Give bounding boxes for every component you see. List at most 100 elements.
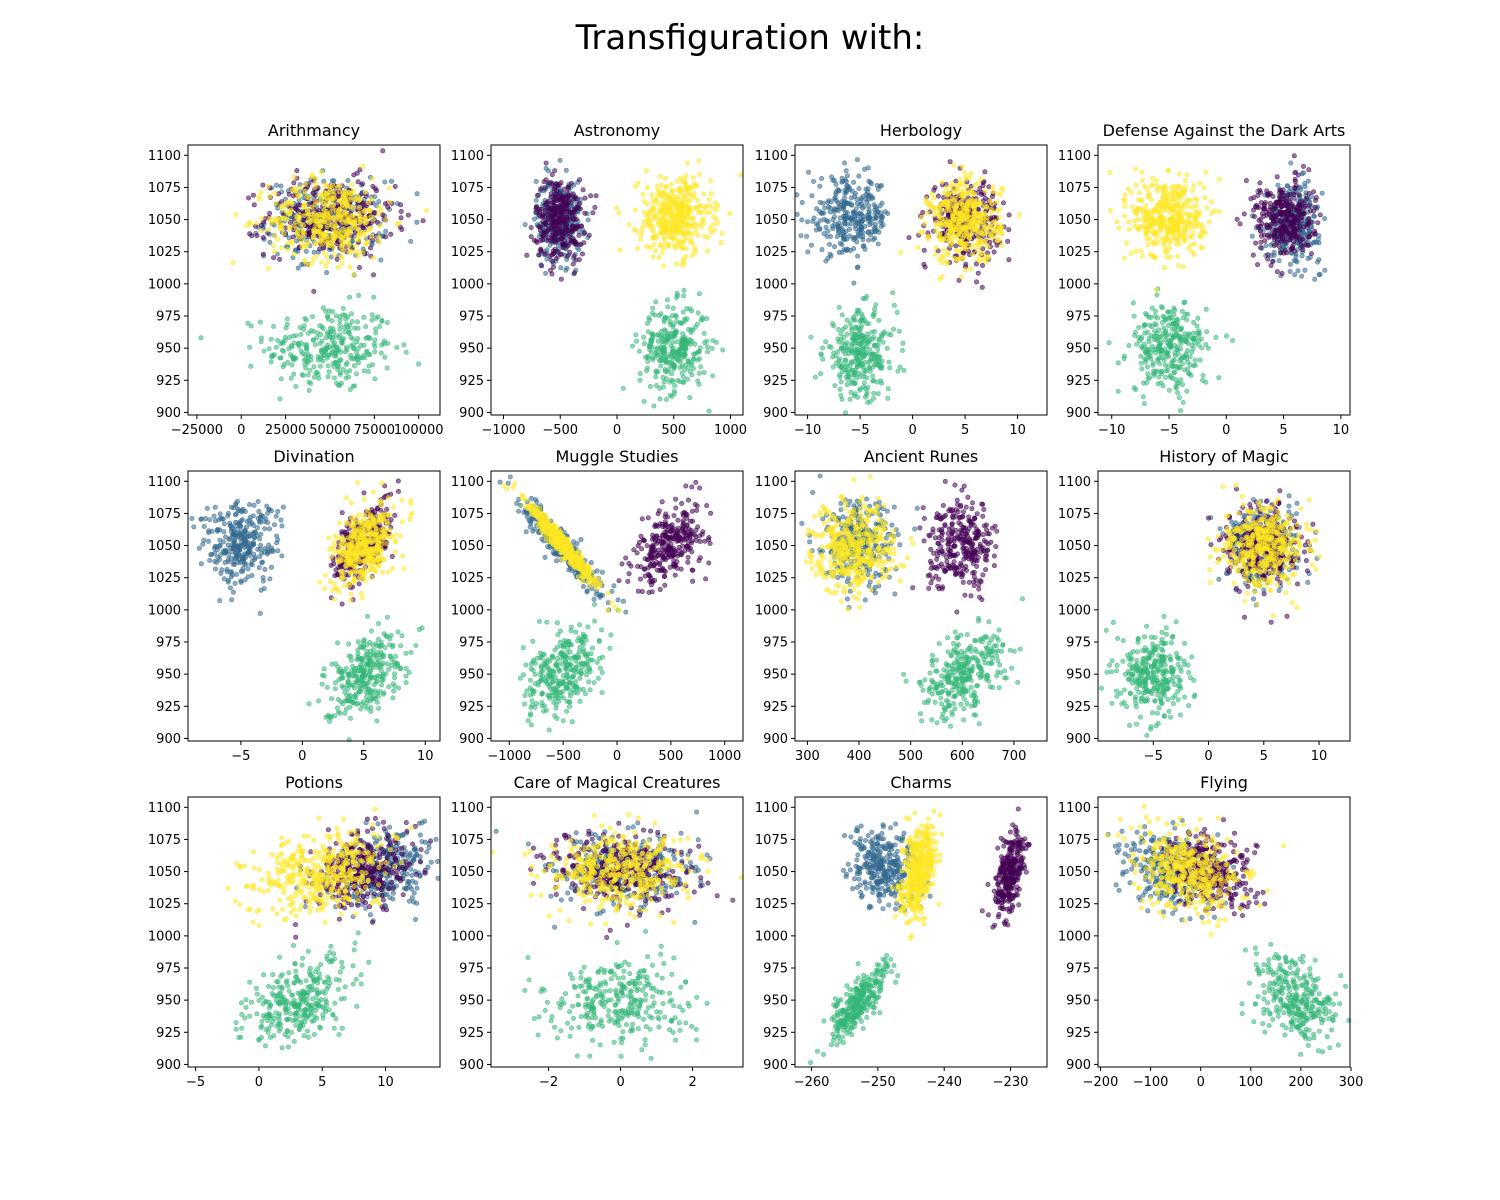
data-point <box>660 384 666 390</box>
data-point <box>987 198 993 204</box>
data-point <box>1187 362 1193 368</box>
data-point <box>254 233 260 239</box>
data-point <box>697 209 703 215</box>
x-tick-label: −500 <box>542 423 578 438</box>
data-point <box>933 245 939 251</box>
data-point <box>1121 353 1127 359</box>
data-point <box>300 229 306 235</box>
data-point <box>335 264 341 270</box>
data-point <box>827 251 833 257</box>
data-point <box>668 371 674 377</box>
data-point <box>685 192 691 198</box>
data-point <box>279 245 285 251</box>
data-point <box>298 331 304 337</box>
data-point <box>278 355 284 361</box>
data-point <box>950 240 956 246</box>
data-point <box>861 336 867 342</box>
data-point <box>1315 220 1321 226</box>
data-point <box>246 195 252 201</box>
data-point <box>565 185 571 191</box>
data-point <box>564 253 570 259</box>
data-point <box>1168 374 1174 380</box>
data-point <box>823 339 829 345</box>
data-point <box>1297 227 1303 233</box>
data-point <box>852 391 858 397</box>
data-point <box>249 233 255 239</box>
data-point <box>1144 312 1150 318</box>
data-point <box>284 217 290 223</box>
data-point <box>954 203 960 209</box>
data-point <box>839 312 845 318</box>
data-point <box>549 258 555 264</box>
data-point <box>1181 300 1187 306</box>
data-point <box>705 349 711 355</box>
data-point <box>230 260 236 266</box>
data-point <box>1156 327 1162 333</box>
data-point <box>1106 340 1112 346</box>
data-point <box>558 276 564 282</box>
data-point <box>894 309 900 315</box>
data-point <box>305 372 311 378</box>
data-point <box>337 322 343 328</box>
data-point <box>1133 166 1139 172</box>
data-point <box>348 195 354 201</box>
x-tick-label: 5 <box>961 423 969 438</box>
data-point <box>552 210 558 216</box>
data-point <box>994 208 1000 214</box>
data-point <box>687 395 693 401</box>
data-point <box>823 224 829 230</box>
data-point <box>664 297 670 303</box>
data-point <box>1293 253 1299 259</box>
data-point <box>1288 160 1294 166</box>
scatter-points <box>522 157 744 414</box>
data-point <box>653 214 659 220</box>
data-point <box>313 253 319 259</box>
data-point <box>1274 174 1280 180</box>
data-point <box>552 184 558 190</box>
data-point <box>1197 180 1203 186</box>
data-point <box>844 173 850 179</box>
data-point <box>649 192 655 198</box>
data-point <box>383 229 389 235</box>
scatter-points <box>198 148 430 402</box>
data-point <box>342 204 348 210</box>
data-point <box>678 320 684 326</box>
data-point <box>1139 169 1145 175</box>
data-point <box>866 321 872 327</box>
data-point <box>1196 338 1202 344</box>
data-point <box>702 233 708 239</box>
data-point <box>1292 231 1298 237</box>
data-point <box>840 178 846 184</box>
data-point <box>1203 306 1209 312</box>
data-point <box>279 347 285 353</box>
data-point <box>384 320 390 326</box>
data-point <box>822 205 828 211</box>
data-point <box>1312 239 1318 245</box>
data-point <box>1154 292 1160 298</box>
data-point <box>662 201 668 207</box>
data-point <box>661 245 667 251</box>
data-point <box>931 195 937 201</box>
data-point <box>963 267 969 273</box>
data-point <box>656 332 662 338</box>
data-point <box>1271 243 1277 249</box>
data-point <box>864 344 870 350</box>
data-point <box>289 241 295 247</box>
data-point <box>248 363 254 369</box>
subplot-title: Herbology <box>880 121 962 140</box>
data-point <box>339 260 345 266</box>
data-point <box>966 175 972 181</box>
data-point <box>1305 255 1311 261</box>
data-point <box>566 193 572 199</box>
data-point <box>1000 200 1006 206</box>
data-point <box>917 230 923 236</box>
data-point <box>891 302 897 308</box>
data-point <box>338 238 344 244</box>
data-point <box>697 172 703 178</box>
data-point <box>1300 247 1306 253</box>
data-point <box>847 320 853 326</box>
data-point <box>347 368 353 374</box>
data-point <box>414 219 420 225</box>
data-point <box>278 376 284 382</box>
data-point <box>835 208 841 214</box>
